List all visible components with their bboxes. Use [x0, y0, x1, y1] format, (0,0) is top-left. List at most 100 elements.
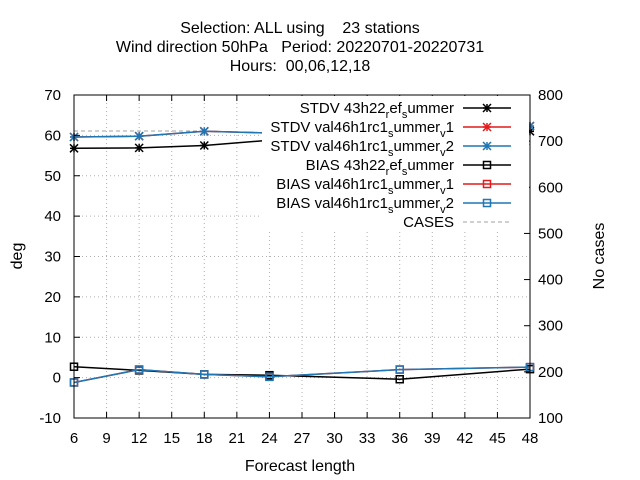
legend-label-part: s [388, 204, 394, 216]
legend-label-part: s [388, 147, 394, 159]
legend-label: BIAS val46h1rc1summerv2 [276, 195, 454, 216]
y2-tick-label: 100 [538, 410, 563, 427]
title-line-2: Wind direction 50hPa Period: 20220701-20… [116, 39, 484, 56]
star-marker [482, 141, 492, 151]
star-marker [199, 140, 209, 150]
star-marker-stroke [134, 143, 144, 153]
x-tick-label: 33 [359, 430, 376, 447]
y2-tick-label: 200 [538, 364, 563, 381]
legend-label-part: 1 [446, 176, 454, 193]
x-tick-label: 9 [102, 430, 110, 447]
legend-label: STDV val46h1rc1summerv1 [270, 119, 454, 140]
star-marker-stroke [482, 141, 492, 151]
y-tick-label: 0 [53, 370, 61, 387]
legend-label: STDV 43h22refsummer [300, 100, 454, 121]
title-line-3: Hours: 00,06,12,18 [230, 58, 371, 75]
legend-label-part: ummer [407, 100, 454, 117]
x-tick-label: 12 [131, 430, 148, 447]
legend-label-part: r [386, 166, 390, 178]
legend-label-part: ummer [407, 157, 454, 174]
legend-label-part: STDV 43h22 [300, 100, 386, 117]
x-tick-label: 42 [457, 430, 474, 447]
star-marker [199, 126, 209, 136]
grid-lines [74, 95, 530, 418]
title-line-1: Selection: ALL using 23 stations [180, 20, 420, 37]
legend-label-part: ummer [393, 176, 440, 193]
x-tick-label: 21 [229, 430, 246, 447]
legend-label-part: v [440, 185, 446, 197]
square-marker [482, 179, 492, 189]
y2-tick-label: 700 [538, 133, 563, 150]
legend-label-part: BIAS val46h1rc1 [276, 195, 388, 212]
y-tick-label: 30 [44, 249, 61, 266]
x-tick-label: 15 [163, 430, 180, 447]
star-marker [134, 131, 144, 141]
y2-tick-label: 300 [538, 318, 563, 335]
legend-label-part: ummer [393, 119, 440, 136]
legend-label-part: 2 [446, 138, 454, 155]
legend-label-part: r [386, 109, 390, 121]
star-marker-stroke [482, 122, 492, 132]
legend-label-part: 1 [446, 119, 454, 136]
legend-label-part: STDV val46h1rc1 [270, 119, 388, 136]
legend-label-part: CASES [403, 214, 454, 231]
series-line [73, 365, 531, 380]
star-marker [482, 103, 492, 113]
square-marker [482, 198, 492, 208]
legend-label-part: s [402, 166, 408, 178]
legend-label: STDV val46h1rc1summerv2 [270, 138, 454, 159]
square-marker [200, 370, 209, 379]
y-axis-label: deg [9, 243, 26, 270]
star-marker-stroke [134, 131, 144, 141]
axis-ticks: 6 9 12 15 18 21 24 27 30 33 36 39 42 45 48-10010203040… [39, 87, 563, 447]
legend-background [262, 96, 529, 230]
square-marker [395, 374, 404, 384]
legend-label-part: v [440, 128, 446, 140]
square-marker [134, 365, 144, 374]
square-marker [482, 160, 492, 170]
legend-label-part: s [388, 128, 394, 140]
y2-axis-label: No cases [591, 223, 608, 290]
legend-label: BIAS 43h22refsummer [306, 157, 454, 178]
x-tick-label: 30 [326, 430, 343, 447]
star-marker-stroke [482, 103, 492, 113]
legend-label-part: ef [389, 157, 402, 174]
y-tick-label: 10 [44, 329, 61, 346]
x-tick-label: 18 [196, 430, 213, 447]
x-tick-label: 6 [70, 430, 78, 447]
star-marker [134, 143, 144, 153]
legend-label-part: BIAS 43h22 [306, 157, 386, 174]
legend-label-part: BIAS val46h1rc1 [276, 176, 388, 193]
legend-label: CASES [403, 214, 454, 231]
y-tick-label: 40 [44, 208, 61, 225]
y-tick-label: 70 [44, 87, 61, 104]
x-tick-label: 36 [391, 430, 408, 447]
star-marker-stroke [199, 140, 209, 150]
square-marker [265, 372, 274, 382]
y-tick-label: 20 [44, 289, 61, 306]
legend-label-part: ummer [393, 195, 440, 212]
x-axis-label: Forecast length [245, 458, 355, 475]
x-tick-label: 27 [294, 430, 311, 447]
star-marker [482, 122, 492, 132]
chart-title: Selection: ALL using 23 stations Wind di… [116, 20, 484, 75]
legend-label-part: s [388, 185, 394, 197]
star-marker-stroke [199, 126, 209, 136]
y2-tick-label: 500 [538, 225, 563, 242]
legend-label-part: ummer [393, 138, 440, 155]
y-tick-label: -10 [39, 410, 61, 427]
legend-label-part: 2 [446, 195, 454, 212]
legend-label-part: s [402, 109, 408, 121]
series-line [73, 366, 531, 384]
x-tick-label: 39 [424, 430, 441, 447]
square-marker [395, 365, 404, 374]
y2-tick-label: 400 [538, 272, 563, 289]
legend-label: BIAS val46h1rc1summerv1 [276, 176, 454, 197]
legend-label-part: ef [389, 100, 402, 117]
legend-label-part: STDV val46h1rc1 [270, 138, 388, 155]
x-tick-label: 48 [522, 430, 539, 447]
legend-label-part: v [440, 147, 446, 159]
y-tick-label: 50 [44, 168, 61, 185]
